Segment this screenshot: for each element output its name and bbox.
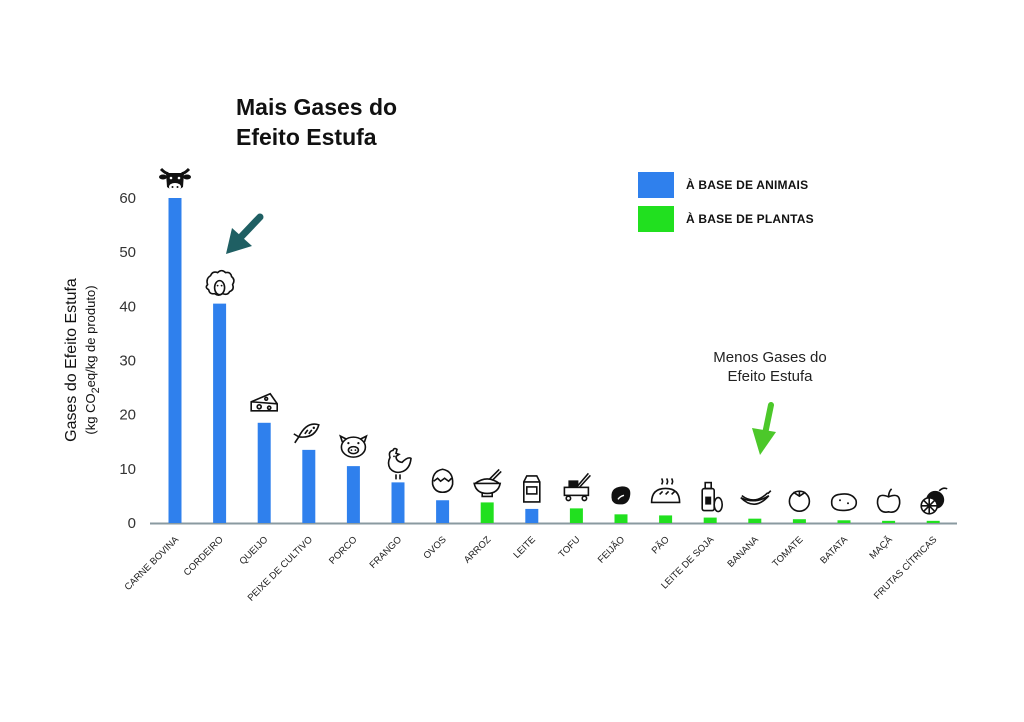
cow-icon (159, 167, 191, 191)
legend-swatch-animal (638, 172, 674, 198)
x-tick-label: BANANA (726, 534, 762, 570)
fish-icon (293, 423, 320, 444)
y-tick-label: 10 (119, 461, 136, 478)
legend-item-animal: À BASE DE ANIMAIS (638, 172, 814, 198)
x-tick-label: MAÇÃ (868, 534, 896, 562)
bar-ovos (436, 500, 450, 523)
x-tick-label: PORCO (327, 534, 359, 566)
bar-leite (525, 508, 539, 523)
bar-banana (748, 518, 762, 523)
x-tick-label: FRANGO (368, 534, 405, 571)
bar-tofu (569, 508, 583, 523)
axes: 0 10 20 30 40 50 60 (119, 190, 957, 532)
annotation-less-line-2: Efeito Estufa (727, 368, 813, 385)
chart-title: Mais Gases do Efeito Estufa (236, 92, 397, 152)
y-axis-label-unit: (kg CO2eq/kg de produto) (83, 285, 102, 435)
annotation-less-emissions: Menos Gases do Efeito Estufa (690, 348, 850, 386)
chart-title-line-2: Efeito Estufa (236, 124, 377, 150)
y-tick-label: 20 (119, 407, 136, 424)
rice-bowl-icon (473, 468, 502, 498)
pig-icon (339, 434, 368, 458)
tomato-icon (788, 490, 811, 513)
y-axis-label: Gases do Efeito Estufa (kg CO2eq/kg de p… (62, 210, 106, 510)
bar-frango (391, 482, 405, 523)
x-tick-label: OVOS (422, 534, 449, 561)
chicken-icon (387, 447, 412, 480)
bar-tomate (792, 519, 806, 523)
bar-cordeiro (213, 303, 227, 523)
legend-label-plant: À BASE DE PLANTAS (686, 212, 814, 226)
banana-icon (740, 490, 772, 505)
x-tick-label: CARNE BOVINA (123, 534, 182, 593)
cheese-icon (250, 392, 278, 412)
icons (159, 167, 948, 515)
bar-carne-bovina (168, 198, 182, 523)
soy-milk-icon (701, 481, 724, 513)
legend-swatch-plant (638, 206, 674, 232)
bar-porco (346, 466, 360, 523)
legend-item-plant: À BASE DE PLANTAS (638, 206, 814, 232)
bar-batata (837, 520, 851, 523)
bar-leite-de-soja (703, 517, 717, 523)
legend: À BASE DE ANIMAIS À BASE DE PLANTAS (638, 172, 814, 240)
y-tick-label: 50 (119, 244, 136, 261)
bar-frutas-c-tricas (926, 520, 940, 523)
arrows (226, 213, 776, 455)
bars (168, 198, 940, 523)
apple-icon (876, 488, 901, 513)
milk-carton-icon (523, 475, 541, 503)
x-tick-label: BATATA (818, 534, 850, 566)
bar-feij-o (614, 514, 628, 523)
bar-arroz (480, 502, 494, 523)
arrow-down-icon (752, 402, 776, 455)
bar-ma- (882, 520, 896, 523)
bar-queijo (257, 422, 271, 523)
x-tick-label: PÃO (650, 534, 672, 556)
x-tick-label: FEIJÃO (596, 534, 627, 565)
arrow-down-left-icon (226, 213, 264, 254)
x-tick-label: TOMATE (770, 534, 805, 569)
x-tick-label: QUEIJO (238, 534, 271, 567)
citrus-icon (920, 487, 948, 515)
sheep-icon (205, 269, 235, 296)
potato-icon (830, 493, 858, 512)
x-tick-label: TOFU (557, 534, 583, 560)
y-tick-label: 0 (128, 515, 136, 532)
x-tick-label: ARROZ (462, 534, 493, 565)
y-tick-label: 30 (119, 353, 136, 370)
y-tick-label: 40 (119, 298, 136, 315)
bar-peixe-de-cultivo (302, 449, 316, 523)
chart-title-line-1: Mais Gases do (236, 94, 398, 120)
y-axis-label-main: Gases do Efeito Estufa (63, 278, 81, 442)
legend-label-animal: À BASE DE ANIMAIS (686, 178, 809, 192)
egg-icon (431, 468, 454, 494)
bean-icon (611, 486, 631, 505)
y-tick-label: 60 (119, 190, 136, 207)
x-tick-label: CORDEIRO (182, 534, 226, 578)
x-tick-label: LEITE (511, 534, 537, 560)
bar-p-o (659, 515, 673, 523)
bread-icon (650, 477, 681, 504)
annotation-less-line-1: Menos Gases do (713, 349, 827, 366)
tofu-icon (563, 472, 591, 502)
